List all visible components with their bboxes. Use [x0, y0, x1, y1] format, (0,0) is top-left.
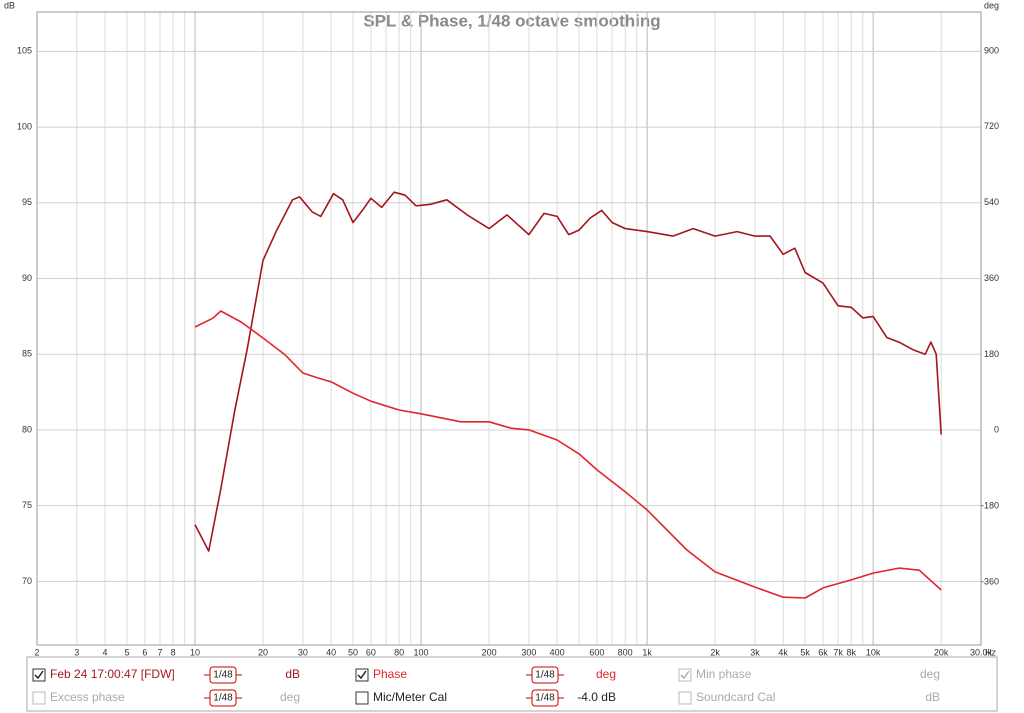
checkbox[interactable] [32, 691, 46, 705]
smoothing-button[interactable] [209, 666, 237, 684]
x-tick-label: 20 [258, 647, 268, 657]
y-tick-label: 95 [22, 197, 32, 207]
x-tick-label: 3k [750, 647, 760, 657]
plot-area [36, 11, 982, 646]
check-mark [680, 670, 690, 680]
x-tick-label: 8k [846, 647, 856, 657]
y-tick-label: 100 [17, 121, 32, 131]
x-tick-label: 600 [589, 647, 604, 657]
x-tick-label: 10k [866, 647, 881, 657]
x-tick-label: 60 [366, 647, 376, 657]
x-tick-label: 100 [414, 647, 429, 657]
y-tick-label: 85 [22, 349, 32, 359]
y2-tick-label: -360 [981, 576, 999, 586]
check-mark [357, 670, 367, 680]
control-panel [26, 656, 998, 712]
chart-title: SPL & Phase, 1/48 octave smoothing [363, 11, 660, 30]
y2-tick-label: 540 [984, 197, 999, 207]
x-tick-label: 6k [818, 647, 828, 657]
x-tick-label: 5 [124, 647, 129, 657]
y2-tick-label: 0 [994, 425, 999, 435]
control-unit: deg [920, 667, 940, 681]
series-line [194, 310, 942, 599]
checkbox[interactable] [32, 668, 46, 682]
control-label[interactable]: Excess phase [50, 690, 125, 704]
x-tick-label: 400 [550, 647, 565, 657]
series-line [194, 191, 942, 552]
x-tick-label: 30 [298, 647, 308, 657]
smoothing-button[interactable] [531, 689, 559, 707]
x-tick-label: 6 [142, 647, 147, 657]
control-unit: deg [280, 690, 300, 704]
y2-tick-label: 900 [984, 45, 999, 55]
smoothing-label: 1/48 [535, 670, 555, 681]
x-unit: Hz [985, 647, 996, 657]
x-tick-label: 1k [642, 647, 652, 657]
checkbox[interactable] [678, 691, 692, 705]
y-tick-label: 90 [22, 273, 32, 283]
smoothing-label: 1/48 [213, 670, 233, 681]
x-tick-label: 8 [171, 647, 176, 657]
control-unit: -4.0 dB [577, 690, 616, 704]
x-tick-label: 2 [34, 647, 39, 657]
control-label[interactable]: Soundcard Cal [696, 690, 775, 704]
x-tick-label: 40 [326, 647, 336, 657]
checkbox[interactable] [678, 668, 692, 682]
control-label[interactable]: Mic/Meter Cal [373, 690, 447, 704]
smoothing-label: 1/48 [535, 693, 555, 704]
x-tick-label: 10 [190, 647, 200, 657]
y2-unit: deg [984, 0, 999, 10]
smoothing-button[interactable] [209, 689, 237, 707]
control-label[interactable]: Feb 24 17:00:47 [FDW] [50, 667, 175, 681]
x-tick-label: 200 [482, 647, 497, 657]
smoothing-button[interactable] [531, 666, 559, 684]
y2-tick-label: 360 [984, 273, 999, 283]
x-tick-label: 30.0k [970, 647, 993, 657]
control-unit: dB [925, 690, 940, 704]
x-tick-label: 5k [800, 647, 810, 657]
y2-tick-label: -180 [981, 501, 999, 511]
x-tick-label: 7 [157, 647, 162, 657]
x-tick-label: 80 [394, 647, 404, 657]
x-tick-label: 7k [833, 647, 843, 657]
x-tick-label: 20k [934, 647, 949, 657]
y2-tick-label: 180 [984, 349, 999, 359]
x-tick-label: 300 [521, 647, 536, 657]
x-tick-label: 3 [74, 647, 79, 657]
y-tick-label: 105 [17, 46, 32, 56]
control-label[interactable]: Phase [373, 667, 407, 681]
y-tick-label: 75 [22, 500, 32, 510]
x-tick-label: 50 [348, 647, 358, 657]
control-label[interactable]: Min phase [696, 667, 752, 681]
x-tick-label: 2k [710, 647, 720, 657]
y-unit: dB [4, 0, 15, 10]
x-tick-label: 4 [103, 647, 108, 657]
check-mark [34, 670, 44, 680]
control-unit: dB [285, 667, 300, 681]
checkbox[interactable] [355, 668, 369, 682]
control-unit: deg [596, 667, 616, 681]
smoothing-label: 1/48 [213, 693, 233, 704]
x-tick-label: 800 [618, 647, 633, 657]
checkbox[interactable] [355, 691, 369, 705]
y-tick-label: 80 [22, 424, 32, 434]
y-tick-label: 70 [22, 576, 32, 586]
y2-tick-label: 720 [984, 121, 999, 131]
x-tick-label: 4k [778, 647, 788, 657]
